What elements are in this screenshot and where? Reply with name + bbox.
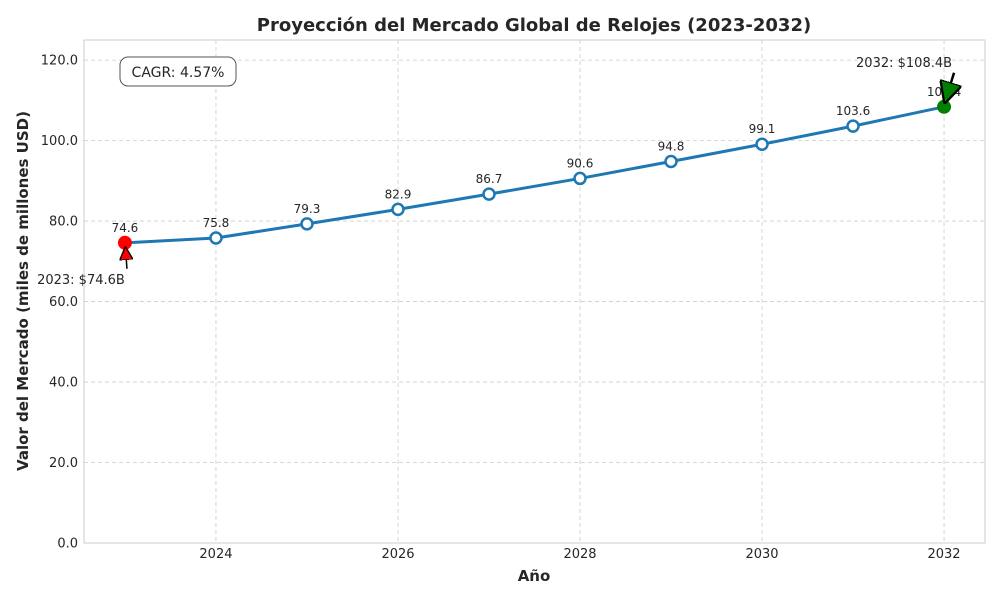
annotation-text: 2023: $74.6B — [37, 273, 125, 288]
y-tick-label: 20.0 — [49, 456, 78, 471]
annotation-arrow — [945, 72, 954, 102]
data-point — [573, 171, 587, 186]
x-tick-label: 2032 — [927, 547, 960, 562]
x-tick-label: 2030 — [745, 547, 778, 562]
series-line — [124, 105, 945, 245]
y-axis-ticks: 0.0 20.0 40.0 60.0 80.0 100.0 120.0 — [41, 54, 78, 552]
data-label: 108.4 — [927, 85, 961, 99]
data-point — [391, 202, 405, 217]
data-point — [209, 231, 223, 245]
cagr-box: CAGR: 4.57% — [119, 56, 237, 87]
highlight-point-start — [117, 235, 132, 250]
y-tick-label: 80.0 — [49, 215, 78, 230]
data-label: 74.6 — [112, 221, 139, 235]
cagr-box-frame — [119, 56, 237, 87]
x-tick-label: 2024 — [199, 547, 232, 562]
data-point — [755, 137, 769, 151]
annotation-text: 2032: $108.4B — [856, 56, 952, 71]
annotation-arrow — [125, 248, 127, 269]
y-tick-label: 120.0 — [41, 54, 78, 69]
x-axis-ticks: 2024 2026 2028 2030 2032 — [199, 547, 960, 562]
y-tick-label: 0.0 — [57, 537, 78, 552]
y-tick-label: 40.0 — [49, 376, 78, 391]
x-tick-label: 2028 — [563, 547, 596, 562]
cagr-text: CAGR: 4.57% — [132, 65, 225, 81]
series-group: 74.6 75.8 79.3 82.9 86.7 90.6 94.8 99.1 103.6 108… — [112, 85, 961, 250]
plot-frame — [83, 39, 986, 544]
chart-title: Proyección del Mercado Global de Relojes… — [257, 15, 811, 36]
annotations-group: 2023: $74.6B 2032: $108.4B — [37, 56, 954, 288]
y-tick-label: 60.0 — [49, 295, 78, 310]
x-axis-label: Año — [518, 567, 551, 585]
data-label: 90.6 — [567, 156, 594, 170]
data-point — [846, 119, 860, 133]
highlight-point-end — [937, 99, 952, 114]
data-point — [482, 187, 496, 201]
y-tick-label: 100.0 — [41, 134, 78, 149]
data-label: 103.6 — [836, 104, 870, 118]
y-axis-label: Valor del Mercado (miles de millones USD… — [14, 111, 32, 471]
x-tick-label: 2026 — [381, 547, 414, 562]
data-point — [300, 217, 314, 231]
data-label: 99.1 — [749, 122, 776, 136]
data-point — [664, 154, 678, 169]
data-label: 75.8 — [203, 216, 230, 230]
data-label: 82.9 — [385, 187, 412, 201]
data-label: 86.7 — [476, 172, 503, 186]
data-label: 94.8 — [658, 140, 685, 154]
data-label: 79.3 — [294, 202, 321, 216]
